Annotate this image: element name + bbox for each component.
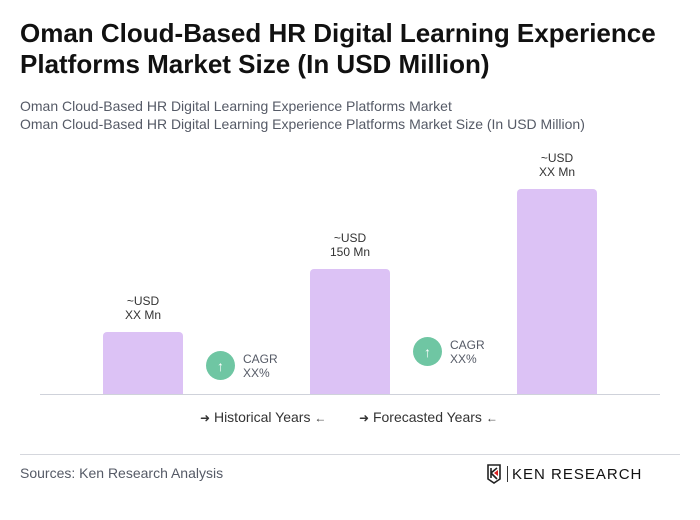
logo-text: KEN RESEARCH xyxy=(512,465,643,483)
arrow-right-icon: ➜ xyxy=(359,411,370,425)
data-label-value: XX Mn xyxy=(538,165,575,179)
ken-logo-icon xyxy=(487,464,501,484)
bar-1 xyxy=(103,331,183,394)
arrow-up-icon: ↑ xyxy=(413,337,442,366)
data-label-prefix: ~USD xyxy=(126,293,160,308)
cagr-value: XX% xyxy=(243,365,270,380)
data-label-3: ~USD XX Mn xyxy=(497,151,617,179)
page-title: Oman Cloud-Based HR Digital Learning Exp… xyxy=(20,18,656,79)
source-text: Sources: Ken Research Analysis xyxy=(20,465,224,481)
cagr-label: CAGR xyxy=(450,337,485,352)
data-label-value: XX Mn xyxy=(124,307,161,322)
data-label-2: ~USD 150 Mn xyxy=(290,231,410,259)
arrow-left-icon: ← xyxy=(314,411,327,425)
ken-research-logo: KEN RESEARCH xyxy=(486,464,642,484)
cagr-badge-1: ↑ CAGR XX% xyxy=(206,351,278,380)
legend-historical: ➜ Historical Years ← xyxy=(200,409,326,425)
cagr-label: CAGR xyxy=(243,351,278,366)
legend-forecasted: ➜ Forecasted Years ← xyxy=(359,409,498,425)
data-label-value: 150 Mn xyxy=(329,245,371,259)
x-axis-line xyxy=(40,394,660,395)
bar-2 xyxy=(310,269,390,394)
logo-separator xyxy=(507,466,508,482)
data-label-1: ~USD XX Mn xyxy=(83,294,203,322)
data-label-prefix: ~USD xyxy=(540,151,574,165)
data-label-prefix: ~USD xyxy=(333,231,367,245)
subtitle: Oman Cloud-Based HR Digital Learning Exp… xyxy=(20,98,452,114)
cagr-value: XX% xyxy=(450,351,477,366)
bar-3 xyxy=(517,189,597,394)
legend-label: Historical Years xyxy=(213,409,311,425)
subtitle-secondary: Oman Cloud-Based HR Digital Learning Exp… xyxy=(20,116,585,132)
legend-label: Forecasted Years xyxy=(372,409,482,425)
arrow-right-icon: ➜ xyxy=(200,411,211,425)
cagr-badge-2: ↑ CAGR XX% xyxy=(413,337,485,366)
arrow-left-icon: ← xyxy=(485,411,498,425)
arrow-up-icon: ↑ xyxy=(206,351,235,380)
footer-divider xyxy=(20,454,680,455)
